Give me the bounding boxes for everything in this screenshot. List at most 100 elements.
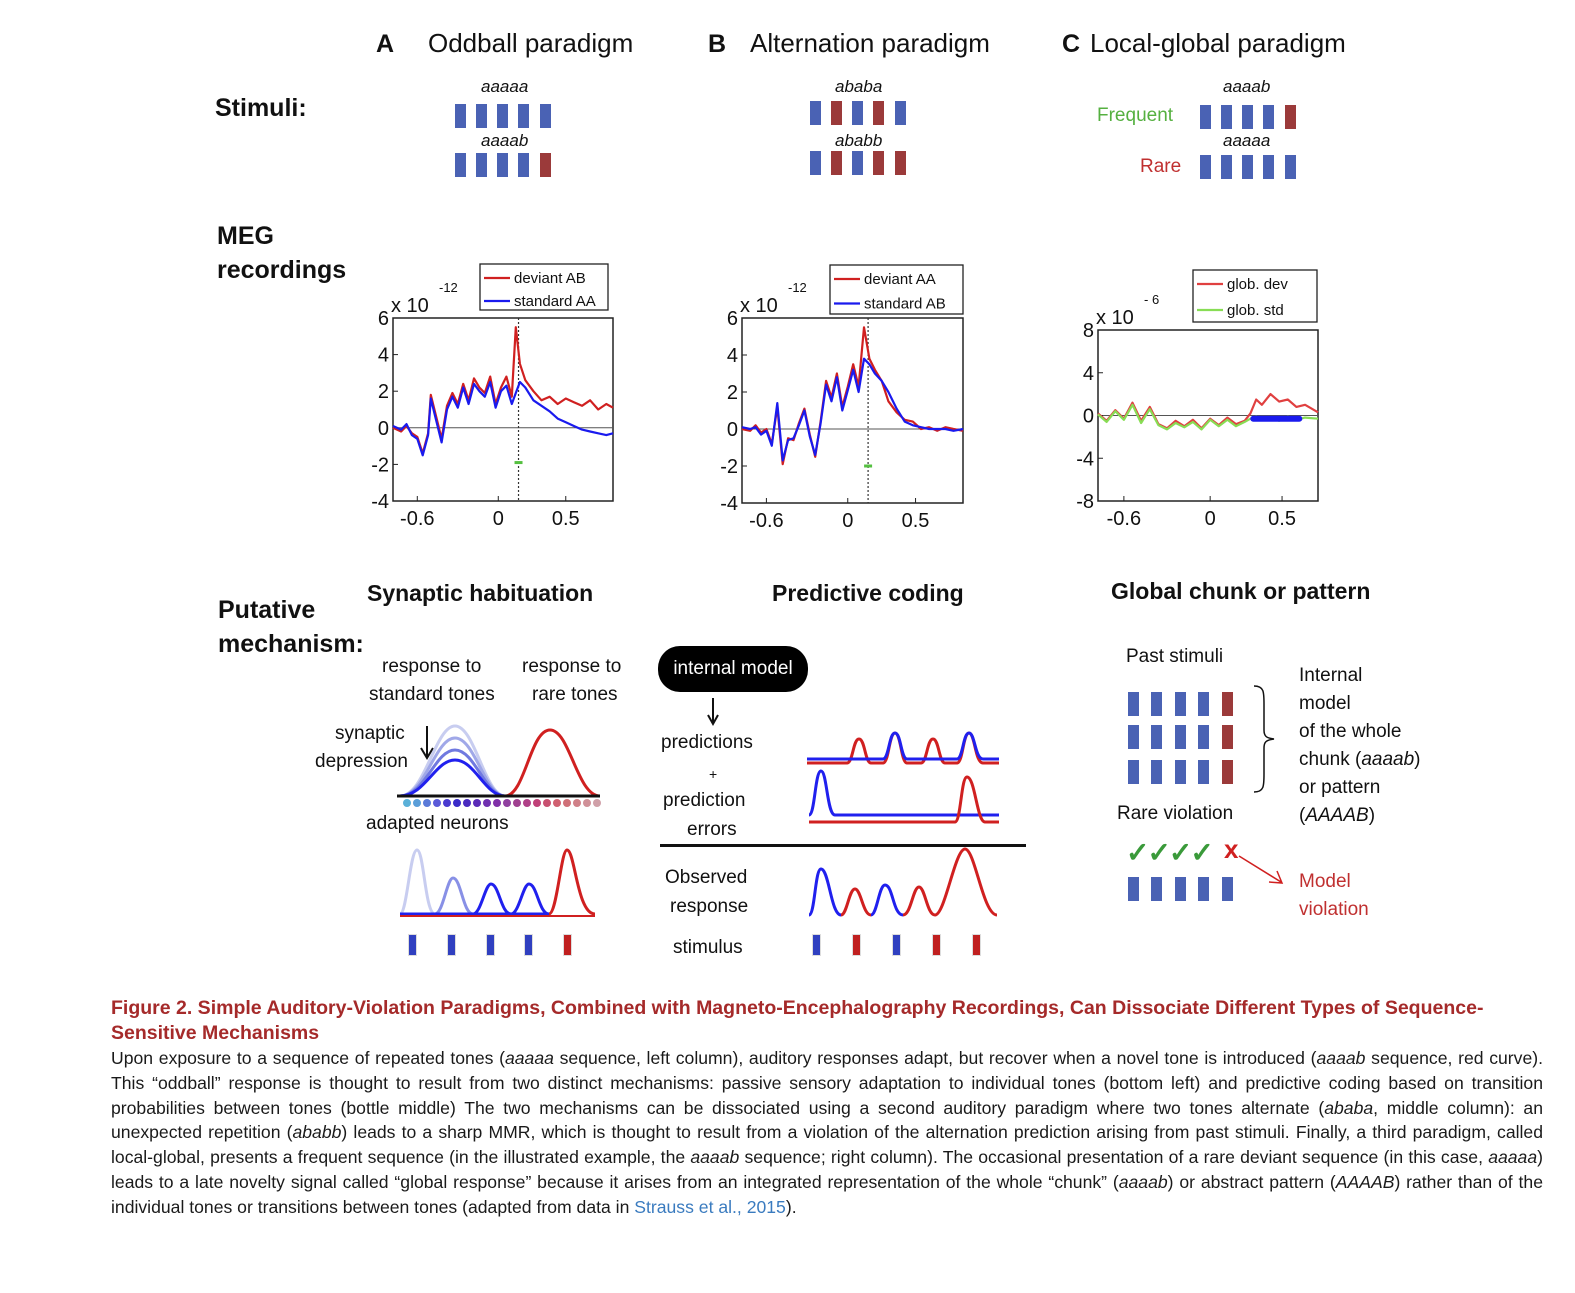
pattern-text: )	[1368, 805, 1376, 826]
y-tick-label: 6	[727, 308, 738, 330]
brace-icon	[1253, 685, 1275, 793]
x-tick-label: 0.5	[552, 508, 580, 530]
observed-response-curve	[807, 847, 998, 917]
tone-a-bar	[1242, 105, 1254, 129]
neuron-dots	[403, 799, 601, 807]
tone-a-bar	[852, 151, 864, 175]
tone-a-bar	[455, 104, 466, 128]
panel-b-title: Alternation paradigm	[750, 28, 990, 58]
tone-a-bar	[1200, 105, 1211, 129]
prediction-curve	[807, 731, 999, 761]
tone-a-bar	[1263, 155, 1275, 179]
tone-b-bar	[894, 151, 906, 175]
tone-row	[455, 104, 555, 128]
row-label-mech-2: mechanism:	[218, 630, 364, 658]
tone-a-bar	[810, 151, 821, 175]
legend-box	[829, 264, 964, 315]
response-peak	[510, 882, 550, 916]
caption-title: Figure 2. Simple Auditory-Violation Para…	[111, 997, 1484, 1044]
tone-row	[1128, 725, 1238, 749]
tone-b-bar	[873, 101, 885, 125]
x-tick-label: 0.5	[1268, 508, 1296, 530]
tone-a-bar	[476, 104, 488, 128]
synaptic-2: depression	[315, 751, 408, 772]
caption-text: ) leads to a sharp MMR, which is thought…	[111, 1122, 1543, 1168]
tone-row	[1200, 155, 1300, 179]
tone-b-bar	[873, 151, 885, 175]
stim-train	[812, 934, 982, 956]
standard-response-curve	[399, 758, 506, 798]
response-peak	[434, 876, 474, 916]
row-label-mech-1: Putative	[218, 596, 316, 624]
legend-box	[479, 263, 609, 311]
mech-b-title: Predictive coding	[772, 580, 964, 606]
stim-b2-label: ababb	[835, 131, 883, 150]
past-stimuli-label: Past stimuli	[1126, 646, 1224, 667]
tone-a-bar	[1221, 155, 1233, 179]
habituation-curves	[397, 724, 601, 807]
stimulus-bar	[563, 934, 572, 956]
caption-italic: aaaab	[1316, 1048, 1366, 1068]
stimulus-bar	[485, 934, 495, 956]
stimulus-bar	[932, 934, 941, 956]
meg-chart-b: 6 4 2 0 -2 -4 -0.6 0 0.5 x 10 -12 deviant AA standar…	[720, 264, 964, 532]
y-tick-label: 4	[1083, 363, 1094, 385]
y-tick-label: 0	[378, 418, 389, 440]
axis-exponent-base: x 10	[391, 295, 429, 317]
stimulus-bar	[852, 934, 861, 956]
caption-text: ) rather than of the individual tones or…	[111, 1171, 1543, 1217]
tone-a-bar	[1128, 692, 1139, 716]
y-tick-label: 2	[378, 381, 389, 403]
divider	[660, 844, 1026, 847]
panel-c-title: Local-global paradigm	[1090, 28, 1346, 58]
frequent-label: Frequent	[1097, 105, 1174, 126]
internal-model-5: or pattern	[1299, 777, 1381, 798]
model-violation-2: violation	[1299, 899, 1369, 920]
response-peak	[472, 882, 512, 916]
internal-model-4: chunk (aaaab)	[1299, 749, 1420, 771]
caption-text: sequence, left column), auditory respons…	[553, 1048, 1317, 1068]
y-tick-label: 0	[727, 419, 738, 441]
stim-train	[408, 934, 573, 956]
row-label-meg-2: recordings	[217, 256, 347, 284]
axis-exponent: -12	[439, 280, 458, 295]
stimulus-bar	[972, 934, 981, 956]
stim-a1-label: aaaaa	[481, 77, 529, 96]
adapted-neurons: adapted neurons	[366, 813, 509, 834]
internal-model-2: model	[1299, 693, 1351, 714]
rare-violation-label: Rare violation	[1117, 803, 1234, 824]
legend-box	[1192, 269, 1318, 323]
observed-2: response	[670, 896, 749, 917]
tone-b-bar	[1221, 725, 1233, 749]
legend-label: standard AA	[514, 293, 596, 310]
tone-row	[1128, 760, 1238, 784]
predictions-label: predictions	[661, 732, 753, 753]
rare-response-curve	[504, 728, 601, 798]
observed-1: Observed	[665, 867, 748, 888]
tone-a-bar	[1174, 725, 1186, 749]
pattern-italic: AAAAB	[1305, 805, 1369, 826]
reference-link[interactable]: Strauss et al., 2015	[634, 1196, 786, 1217]
chunk-italic: aaaab	[1361, 749, 1415, 770]
caption-italic: ababb	[292, 1122, 342, 1143]
tone-a-bar	[1174, 877, 1186, 901]
chunk-text: chunk (	[1299, 749, 1362, 770]
caption-text: sequence, red curve). This “oddball” res…	[111, 1048, 1543, 1118]
stim-c1-label: aaaab	[1223, 77, 1271, 96]
tone-b-bar	[1284, 105, 1296, 129]
y-tick-label: 4	[727, 345, 738, 367]
tone-a-bar	[1151, 725, 1163, 749]
down-arrow-icon	[707, 698, 719, 727]
meg-chart-c: 8 4 0 -4 -8 -0.6 0 0.5 x 10 - 6 glob. dev glob. std	[1076, 269, 1319, 530]
cross-icon: x	[1224, 834, 1239, 864]
x-tick-label: -0.6	[1107, 508, 1141, 530]
resp-rare-1: response to	[522, 656, 622, 677]
stimulus-bar	[524, 934, 534, 956]
plot-frame	[741, 317, 964, 504]
legend-label: deviant AB	[514, 270, 586, 287]
tone-a-bar	[539, 104, 551, 128]
tone-a-bar	[1151, 760, 1163, 784]
tone-a-bar	[1200, 155, 1211, 179]
x-tick-label: 0	[493, 508, 504, 530]
stimulus-bar	[446, 934, 456, 956]
